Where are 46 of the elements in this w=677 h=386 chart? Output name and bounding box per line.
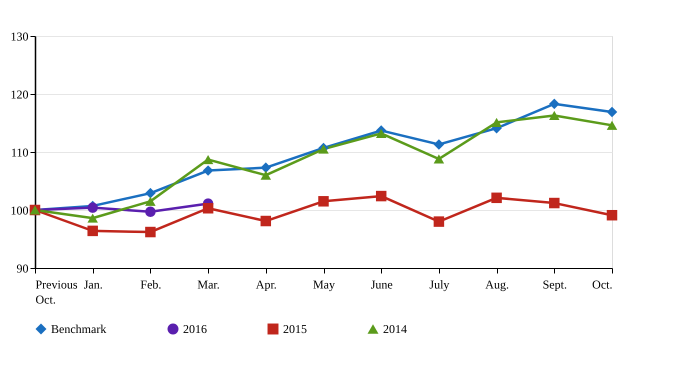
point — [145, 196, 156, 206]
x-tick-label: Mar. — [197, 278, 220, 292]
y-tick-label: 120 — [10, 88, 28, 102]
point — [260, 162, 272, 173]
x-tick-label: Jan. — [84, 278, 103, 292]
point — [549, 198, 560, 208]
y-tick-label: 130 — [10, 30, 28, 44]
point — [434, 216, 444, 227]
y-tick-label: 110 — [10, 146, 28, 160]
point — [145, 188, 156, 198]
x-tick-label: Aug. — [485, 278, 509, 292]
x-tick-label: July — [429, 278, 450, 292]
point — [434, 139, 444, 150]
point — [260, 170, 272, 180]
point — [260, 216, 272, 226]
x-tick-label: Sept. — [542, 278, 567, 292]
point — [549, 110, 560, 120]
point — [87, 214, 98, 223]
legend-label: 2016 — [183, 322, 207, 336]
legend-label: 2015 — [283, 322, 307, 336]
y-tick-label: 100 — [10, 204, 28, 218]
x-tick-label: May — [313, 278, 335, 292]
x-tick-label: Oct. — [592, 278, 612, 292]
x-tick-label: Previous Oct. — [36, 278, 78, 306]
point — [491, 118, 502, 127]
point — [606, 120, 618, 130]
point — [202, 203, 214, 214]
point — [434, 154, 444, 164]
point — [606, 106, 618, 118]
point — [376, 128, 386, 138]
point — [145, 226, 156, 238]
point — [606, 210, 618, 220]
x-tick-label: Apr. — [256, 278, 277, 292]
y-tick-label: 90 — [16, 262, 28, 276]
point — [491, 192, 502, 204]
point — [202, 165, 214, 176]
legend-label: 2014 — [383, 322, 407, 336]
legend-label: Benchmark — [51, 322, 106, 336]
point — [87, 226, 98, 236]
point — [202, 155, 214, 164]
x-tick-label: Feb. — [140, 278, 162, 292]
x-tick-label: June — [370, 278, 393, 292]
point — [549, 98, 560, 110]
point — [376, 190, 386, 202]
point — [145, 206, 156, 217]
point — [318, 196, 329, 207]
